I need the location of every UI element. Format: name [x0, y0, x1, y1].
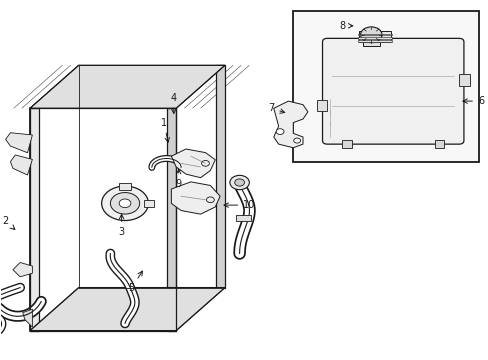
- Text: 9: 9: [175, 170, 182, 189]
- Bar: [316, 100, 327, 111]
- Polygon shape: [30, 65, 224, 108]
- Polygon shape: [5, 133, 32, 153]
- Polygon shape: [30, 65, 224, 330]
- Polygon shape: [171, 182, 220, 214]
- Text: 7: 7: [267, 103, 284, 113]
- Polygon shape: [171, 149, 215, 178]
- Polygon shape: [273, 101, 307, 148]
- Text: 6: 6: [462, 96, 483, 106]
- Bar: [236, 215, 250, 221]
- Bar: [30, 108, 39, 330]
- Circle shape: [229, 175, 249, 190]
- Text: 4: 4: [170, 93, 177, 113]
- Bar: [167, 108, 176, 330]
- Bar: [357, 34, 391, 36]
- Text: 10: 10: [224, 200, 255, 210]
- Polygon shape: [22, 309, 32, 327]
- Bar: [341, 140, 351, 148]
- Circle shape: [119, 199, 131, 208]
- Text: 8: 8: [338, 21, 352, 31]
- Bar: [357, 37, 391, 39]
- Bar: [362, 39, 379, 45]
- Bar: [357, 40, 391, 42]
- Bar: [119, 183, 131, 190]
- Bar: [358, 31, 390, 42]
- Circle shape: [234, 179, 244, 186]
- Text: 2: 2: [2, 216, 15, 229]
- Polygon shape: [13, 262, 32, 277]
- Circle shape: [293, 138, 300, 143]
- Circle shape: [276, 129, 284, 134]
- Text: 5: 5: [128, 271, 142, 293]
- Bar: [293, 12, 478, 162]
- Bar: [143, 200, 154, 207]
- FancyBboxPatch shape: [322, 39, 463, 144]
- Polygon shape: [10, 155, 32, 175]
- Text: 1: 1: [161, 118, 169, 142]
- Circle shape: [102, 186, 148, 221]
- Circle shape: [110, 193, 140, 214]
- Bar: [458, 74, 469, 86]
- Bar: [216, 65, 224, 288]
- Bar: [434, 140, 444, 148]
- Polygon shape: [30, 288, 224, 330]
- Text: 3: 3: [118, 214, 124, 237]
- Circle shape: [360, 27, 381, 42]
